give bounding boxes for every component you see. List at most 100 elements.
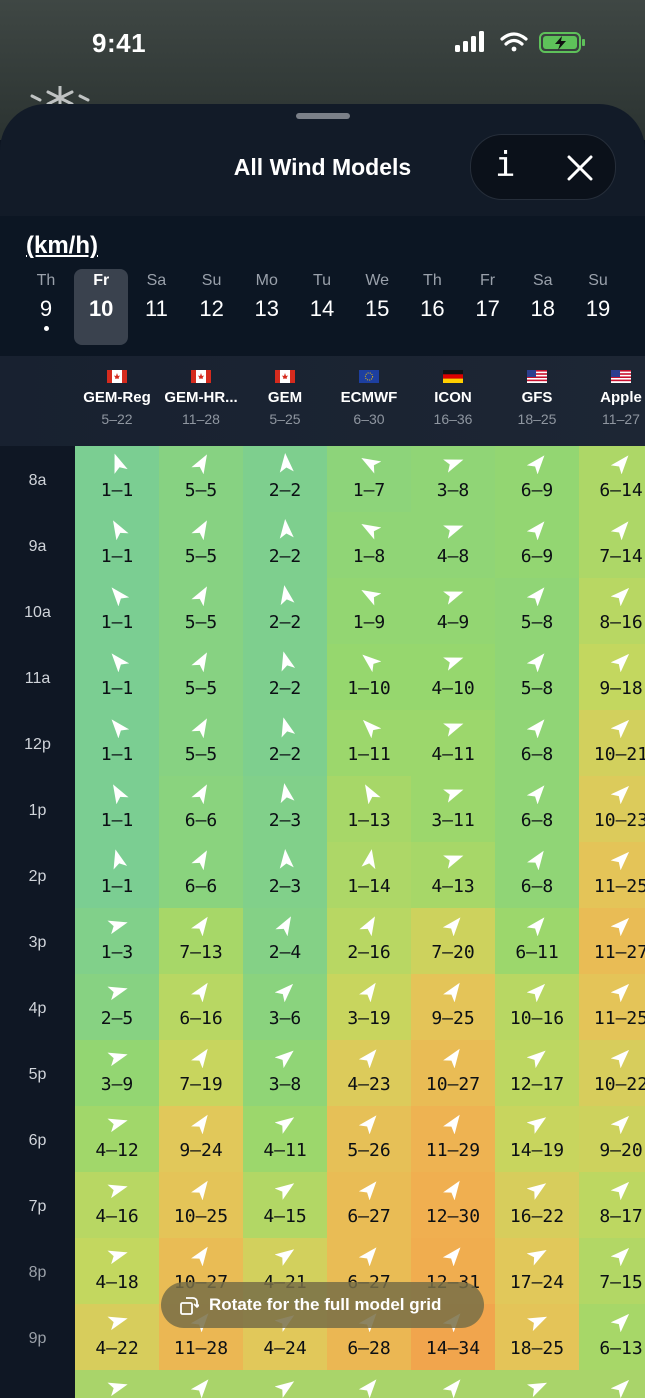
- forecast-cell[interactable]: 14–19: [495, 1106, 579, 1172]
- forecast-cell[interactable]: 1–1: [75, 710, 159, 776]
- forecast-cell[interactable]: 9–18: [579, 644, 645, 710]
- forecast-cell[interactable]: 10–21: [579, 710, 645, 776]
- forecast-cell[interactable]: 5–8: [495, 644, 579, 710]
- forecast-cell[interactable]: [495, 1370, 579, 1398]
- forecast-cell[interactable]: 7–20: [411, 908, 495, 974]
- forecast-cell[interactable]: 1–3: [75, 908, 159, 974]
- forecast-cell[interactable]: 1–9: [327, 578, 411, 644]
- forecast-cell[interactable]: 7–13: [159, 908, 243, 974]
- day-th-16[interactable]: Th 16: [405, 272, 459, 322]
- forecast-cell[interactable]: 5–26: [327, 1106, 411, 1172]
- forecast-cell[interactable]: 12–30: [411, 1172, 495, 1238]
- forecast-cell[interactable]: 4–11: [411, 710, 495, 776]
- day-tu-14[interactable]: Tu 14: [295, 272, 349, 322]
- forecast-cell[interactable]: 17–24: [495, 1238, 579, 1304]
- day-th-9[interactable]: Th 9: [19, 272, 73, 331]
- forecast-cell[interactable]: 5–5: [159, 446, 243, 512]
- forecast-cell[interactable]: 5–5: [159, 710, 243, 776]
- forecast-cell[interactable]: 1–1: [75, 644, 159, 710]
- day-we-15[interactable]: We 15: [350, 272, 404, 322]
- forecast-cell[interactable]: 9–20: [579, 1106, 645, 1172]
- forecast-cell[interactable]: 1–14: [327, 842, 411, 908]
- day-sa-11[interactable]: Sa 11: [129, 272, 183, 322]
- forecast-cell[interactable]: 11–29: [411, 1106, 495, 1172]
- day-su-19[interactable]: Su 19: [571, 272, 625, 322]
- forecast-cell[interactable]: 4–11: [243, 1106, 327, 1172]
- forecast-cell[interactable]: 6–13: [579, 1304, 645, 1370]
- forecast-cell[interactable]: 6–6: [159, 842, 243, 908]
- forecast-cell[interactable]: 1–7: [327, 446, 411, 512]
- forecast-cell[interactable]: 12–17: [495, 1040, 579, 1106]
- model-header-icon[interactable]: ICON 16–36: [411, 370, 495, 427]
- forecast-cell[interactable]: 10–22: [579, 1040, 645, 1106]
- model-header-gem-hr[interactable]: GEM-HR... 11–28: [159, 370, 243, 427]
- forecast-cell[interactable]: 3–9: [75, 1040, 159, 1106]
- forecast-cell[interactable]: 6–9: [495, 512, 579, 578]
- forecast-cell[interactable]: 1–11: [327, 710, 411, 776]
- forecast-cell[interactable]: 10–25: [159, 1172, 243, 1238]
- forecast-cell[interactable]: 4–8: [411, 512, 495, 578]
- forecast-cell[interactable]: [75, 1370, 159, 1398]
- forecast-cell[interactable]: 7–15: [579, 1238, 645, 1304]
- forecast-cell[interactable]: 6–27: [327, 1172, 411, 1238]
- forecast-cell[interactable]: 3–19: [327, 974, 411, 1040]
- forecast-cell[interactable]: 3–8: [243, 1040, 327, 1106]
- forecast-cell[interactable]: 11–27: [579, 908, 645, 974]
- info-button[interactable]: i: [495, 145, 516, 185]
- forecast-cell[interactable]: 2–2: [243, 578, 327, 644]
- forecast-cell[interactable]: [159, 1370, 243, 1398]
- forecast-cell[interactable]: 2–2: [243, 710, 327, 776]
- forecast-cell[interactable]: 11–25: [579, 842, 645, 908]
- forecast-cell[interactable]: [579, 1370, 645, 1398]
- model-header-gem-reg[interactable]: GEM-Reg 5–22: [75, 370, 159, 427]
- day-mo-13[interactable]: Mo 13: [240, 272, 294, 322]
- forecast-cell[interactable]: 3–6: [243, 974, 327, 1040]
- forecast-cell[interactable]: 4–13: [411, 842, 495, 908]
- forecast-cell[interactable]: 5–5: [159, 578, 243, 644]
- forecast-cell[interactable]: [411, 1370, 495, 1398]
- forecast-cell[interactable]: 6–9: [495, 446, 579, 512]
- forecast-cell[interactable]: 9–25: [411, 974, 495, 1040]
- forecast-cell[interactable]: 1–1: [75, 512, 159, 578]
- forecast-cell[interactable]: 8–17: [579, 1172, 645, 1238]
- forecast-cell[interactable]: 2–4: [243, 908, 327, 974]
- forecast-cell[interactable]: 4–18: [75, 1238, 159, 1304]
- day-fr-10[interactable]: Fr 10: [74, 269, 129, 345]
- forecast-cell[interactable]: 3–8: [411, 446, 495, 512]
- forecast-cell[interactable]: 16–22: [495, 1172, 579, 1238]
- forecast-cell[interactable]: 2–5: [75, 974, 159, 1040]
- forecast-cell[interactable]: 6–11: [495, 908, 579, 974]
- forecast-cell[interactable]: 2–3: [243, 776, 327, 842]
- forecast-cell[interactable]: 8–16: [579, 578, 645, 644]
- forecast-cell[interactable]: 1–1: [75, 776, 159, 842]
- forecast-cell[interactable]: [243, 1370, 327, 1398]
- forecast-cell[interactable]: 10–27: [411, 1040, 495, 1106]
- forecast-cell[interactable]: 2–2: [243, 512, 327, 578]
- forecast-cell[interactable]: 6–6: [159, 776, 243, 842]
- forecast-cell[interactable]: [327, 1370, 411, 1398]
- model-header-gem[interactable]: GEM 5–25: [243, 370, 327, 427]
- forecast-cell[interactable]: 6–8: [495, 776, 579, 842]
- forecast-cell[interactable]: 4–15: [243, 1172, 327, 1238]
- forecast-cell[interactable]: 7–14: [579, 512, 645, 578]
- forecast-cell[interactable]: 10–16: [495, 974, 579, 1040]
- forecast-cell[interactable]: 4–12: [75, 1106, 159, 1172]
- forecast-cell[interactable]: 2–2: [243, 446, 327, 512]
- forecast-cell[interactable]: 4–23: [327, 1040, 411, 1106]
- forecast-cell[interactable]: 18–25: [495, 1304, 579, 1370]
- forecast-cell[interactable]: 1–13: [327, 776, 411, 842]
- forecast-cell[interactable]: 3–11: [411, 776, 495, 842]
- sheet-grabber[interactable]: [296, 113, 350, 119]
- rotate-hint-toast[interactable]: Rotate for the full model grid: [161, 1282, 484, 1328]
- forecast-cell[interactable]: 6–8: [495, 710, 579, 776]
- forecast-cell[interactable]: 10–23: [579, 776, 645, 842]
- forecast-cell[interactable]: 5–8: [495, 578, 579, 644]
- forecast-cell[interactable]: 4–9: [411, 578, 495, 644]
- forecast-cell[interactable]: 11–25: [579, 974, 645, 1040]
- forecast-cell[interactable]: 4–10: [411, 644, 495, 710]
- forecast-cell[interactable]: 4–16: [75, 1172, 159, 1238]
- forecast-cell[interactable]: 2–3: [243, 842, 327, 908]
- model-header-ecmwf[interactable]: ECMWF 6–30: [327, 370, 411, 427]
- forecast-cell[interactable]: 1–1: [75, 842, 159, 908]
- units-toggle[interactable]: (km/h): [26, 232, 98, 259]
